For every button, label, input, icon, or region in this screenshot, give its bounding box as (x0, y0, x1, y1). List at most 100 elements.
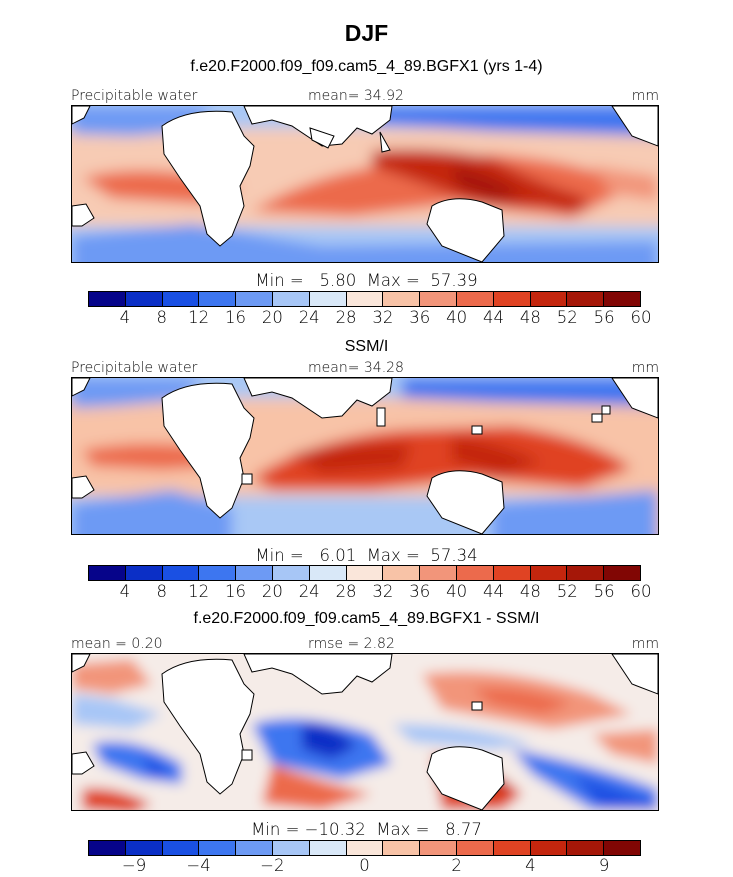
colorbar-box (567, 566, 605, 580)
colorbar-tick-label: 36 (409, 308, 431, 327)
colorbar-box (493, 566, 531, 580)
panel3-colorbar-ticks: −9 −4 −2 0 2 4 9 (88, 856, 641, 876)
colorbar-box (272, 292, 310, 306)
colorbar-box (567, 292, 605, 306)
panel2-colorbar (88, 565, 641, 581)
colorbar-tick-label: 8 (156, 308, 167, 327)
colorbar-tick-label: 0 (359, 856, 370, 875)
colorbar-tick-label: 12 (188, 582, 210, 601)
colorbar-box (530, 292, 568, 306)
colorbar-box (309, 841, 347, 855)
colorbar-box (199, 566, 237, 580)
panel1-min-max: Min = 5.80 Max = 57.39 (255, 271, 478, 290)
panel3-rmse-label: rmse = 2.82 (308, 636, 395, 652)
panel2-mean-label: mean= 34.28 (308, 360, 404, 376)
panel2-min-max: Min = 6.01 Max = 57.34 (255, 546, 478, 565)
colorbar-tick-label: 2 (451, 856, 462, 875)
colorbar-box (162, 292, 200, 306)
colorbar-tick-label: 20 (261, 582, 283, 601)
colorbar-tick-label: 20 (261, 308, 283, 327)
colorbar-box (383, 841, 421, 855)
colorbar-box (236, 841, 273, 855)
panel3-map-svg (72, 654, 658, 810)
panel2-title: SSM/I (344, 338, 389, 355)
colorbar-tick-label: 28 (335, 582, 357, 601)
panel3-mean-label: mean = 0.20 (71, 636, 163, 652)
colorbar-box (272, 566, 310, 580)
colorbar-box (493, 292, 531, 306)
colorbar-box (346, 841, 384, 855)
colorbar-box (199, 841, 237, 855)
colorbar-box (456, 292, 494, 306)
colorbar-tick-label: −9 (121, 856, 147, 875)
colorbar-box (383, 566, 421, 580)
panel2-unit-label: mm (631, 360, 659, 376)
panel3-map (71, 653, 659, 811)
colorbar-box (236, 566, 273, 580)
panel1-variable-label: Precipitable water (71, 88, 198, 104)
colorbar-box (162, 566, 200, 580)
colorbar-box (125, 292, 163, 306)
colorbar-box (162, 841, 200, 855)
colorbar-tick-label: 24 (298, 582, 320, 601)
panel1-title: f.e20.F2000.f09_f09.cam5_4_89.BGFX1 (yrs… (190, 58, 543, 75)
colorbar-tick-label: 52 (556, 582, 578, 601)
panel1-colorbar (88, 291, 641, 307)
panel3-colorbar (88, 840, 641, 856)
panel3-title: f.e20.F2000.f09_f09.cam5_4_89.BGFX1 - SS… (193, 610, 540, 627)
colorbar-box (420, 566, 457, 580)
colorbar-box (89, 566, 126, 580)
colorbar-tick-label: 40 (446, 308, 468, 327)
colorbar-box (604, 566, 640, 580)
colorbar-tick-label: 4 (119, 308, 131, 327)
colorbar-box (567, 841, 605, 855)
panel2-variable-label: Precipitable water (71, 360, 198, 376)
colorbar-tick-label: 4 (119, 582, 131, 601)
colorbar-box (530, 566, 568, 580)
colorbar-tick-label: 4 (525, 856, 536, 875)
colorbar-tick-label: −2 (260, 856, 285, 875)
colorbar-box (89, 841, 126, 855)
colorbar-box (456, 566, 494, 580)
colorbar-tick-label: 9 (598, 856, 610, 875)
colorbar-tick-label: 48 (519, 308, 541, 327)
colorbar-box (346, 292, 384, 306)
colorbar-tick-label: 44 (483, 308, 505, 327)
colorbar-tick-label: 16 (224, 582, 246, 601)
colorbar-box (346, 566, 384, 580)
panel2-map-svg (72, 378, 658, 534)
colorbar-tick-label: 36 (409, 582, 431, 601)
panel3-min-max: Min = −10.32 Max = 8.77 (251, 820, 482, 839)
colorbar-box (309, 292, 347, 306)
colorbar-box (125, 841, 163, 855)
colorbar-box (420, 841, 457, 855)
colorbar-tick-label: 32 (372, 308, 394, 327)
panel1-mean-label: mean= 34.92 (308, 88, 404, 104)
panel1-map-svg (72, 106, 658, 262)
colorbar-tick-label: 56 (593, 308, 615, 327)
colorbar-box (604, 292, 640, 306)
colorbar-box (604, 841, 640, 855)
colorbar-tick-label: 52 (556, 308, 578, 327)
colorbar-tick-label: 24 (298, 308, 320, 327)
panel2-map (71, 377, 659, 535)
colorbar-box (530, 841, 568, 855)
colorbar-box (309, 566, 347, 580)
colorbar-tick-label: 60 (630, 308, 652, 327)
colorbar-tick-label: 28 (335, 308, 357, 327)
colorbar-box (272, 841, 310, 855)
colorbar-box (383, 292, 421, 306)
colorbar-tick-label: 12 (188, 308, 210, 327)
colorbar-box (493, 841, 531, 855)
colorbar-box (125, 566, 163, 580)
panel1-unit-label: mm (631, 88, 659, 104)
panel3-unit-label: mm (631, 636, 659, 652)
colorbar-box (236, 292, 273, 306)
colorbar-tick-label: 60 (630, 582, 652, 601)
panel1-colorbar-ticks: 4 8 12 16 20 24 28 32 36 40 44 48 52 56 60 (88, 308, 652, 328)
colorbar-box (456, 841, 494, 855)
colorbar-tick-label: 44 (483, 582, 505, 601)
colorbar-box (199, 292, 237, 306)
colorbar-tick-label: 56 (593, 582, 615, 601)
panel1-map (71, 105, 659, 263)
